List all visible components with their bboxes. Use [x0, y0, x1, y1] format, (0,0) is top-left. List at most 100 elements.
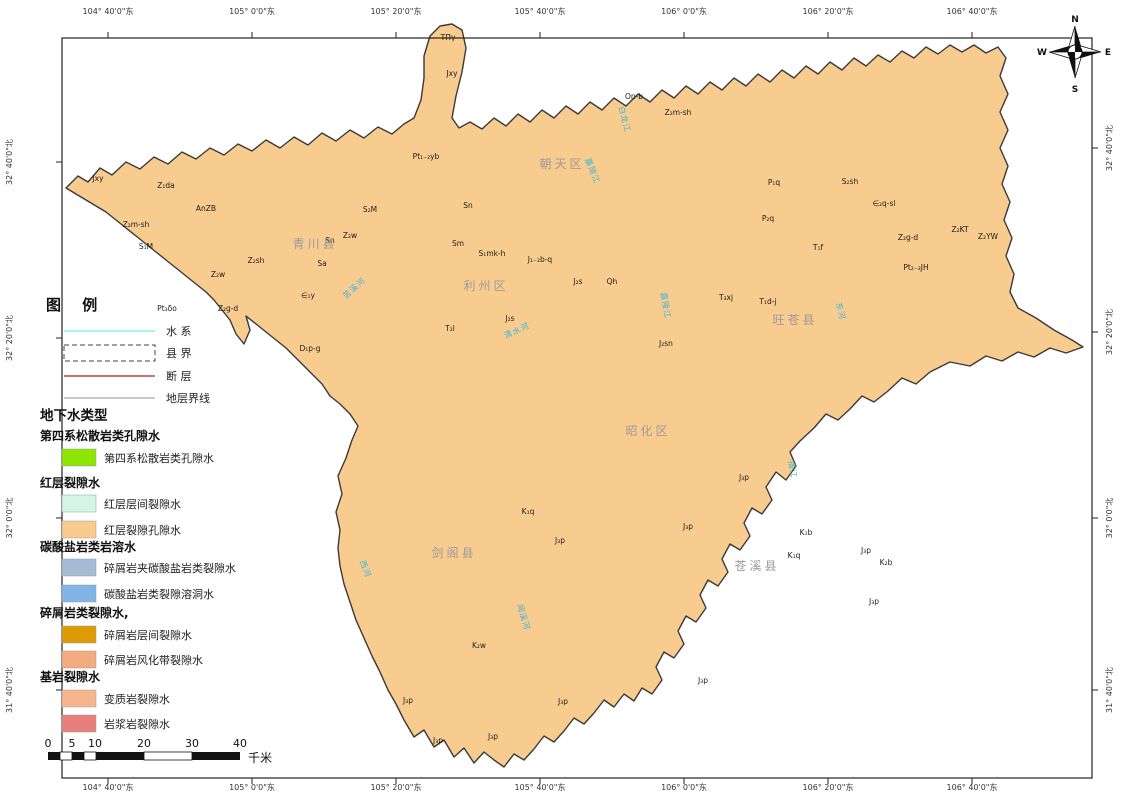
geo-unit-label: J₂s	[572, 277, 582, 286]
geo-unit-label: T₃xj	[718, 293, 733, 302]
group-header-clastic: 碎屑岩类裂隙水,	[40, 605, 129, 620]
item-redbed-pore: 红层裂隙孔隙水	[104, 523, 181, 537]
group-header-quaternary: 第四系松散岩类孔隙水	[40, 428, 161, 443]
geo-unit-label: S₁M	[139, 242, 153, 251]
county-name-label: 剑阁县	[431, 545, 476, 560]
axis-label-bottom: 105° 20'0"东	[371, 782, 422, 792]
scale-tick-label: 30	[185, 737, 199, 750]
item-clastic-interlayer: 碎屑岩层间裂隙水	[104, 628, 192, 642]
geo-unit-label: Sa	[317, 259, 326, 268]
geo-unit-label: J₁₋₂b-q	[527, 255, 553, 264]
geo-unit-label: ∈₂q-sl	[873, 199, 896, 208]
swatch-carbonate-cave	[61, 584, 97, 603]
swatch-magmatic	[61, 714, 97, 733]
axis-label-top: 105° 20'0"东	[371, 6, 422, 16]
county-name-label: 昭化区	[625, 424, 670, 438]
group-header-carbonate: 碳酸盐岩类岩溶水	[40, 539, 137, 554]
geo-unit-label: P₂q	[762, 214, 775, 223]
compass-n-label: N	[1071, 15, 1079, 25]
axis-label-right: 31° 40'0"北	[1105, 667, 1114, 713]
geo-unit-label: D₁p-g	[299, 344, 320, 353]
geo-unit-label: J₃p	[738, 473, 749, 482]
groundwater-types-title: 地下水类型	[40, 407, 108, 424]
compass-e-label: E	[1105, 48, 1111, 58]
axis-label-bottom: 106° 40'0"东	[947, 782, 998, 792]
geo-unit-label: Z₂YW	[978, 232, 999, 241]
swatch-clastic-interlayer	[61, 625, 97, 644]
geo-unit-label: J₂sn	[658, 339, 673, 348]
compass-s-label: S	[1072, 85, 1078, 95]
axis-label-left: 31° 40'0"北	[5, 667, 14, 713]
county-name-label: 苍溪县	[734, 559, 779, 573]
item-redbed-interlayer: 红层层间裂隙水	[104, 497, 181, 511]
geo-unit-label: S₂sh	[842, 177, 859, 186]
axis-label-right: 32° 0'0"北	[1105, 498, 1114, 539]
legend-county-label: 县 界	[166, 347, 192, 360]
geo-unit-label: Pt₃δo	[157, 304, 177, 313]
legend: 图 例 水 系 县 界 断 层 地层界线 地下水类型 第四系松散岩类孔隙水 第四…	[39, 296, 236, 733]
geo-unit-label: On-b	[625, 92, 643, 101]
geo-unit-label: J₃p	[697, 676, 708, 685]
geo-unit-label: Z₂m-sh	[665, 108, 692, 117]
axis-label-right: 32° 40'0"北	[1105, 125, 1114, 171]
axis-label-top: 105° 40'0"东	[515, 6, 566, 16]
axis-labels: 104° 40'0"东 105° 0'0"东 105° 20'0"东 105° 40'…	[5, 6, 1114, 792]
item-magmatic: 岩浆岩裂隙水	[104, 717, 170, 731]
geo-unit-label: J₃p	[487, 732, 498, 741]
scale-tick-label: 10	[88, 737, 102, 750]
item-carbonate-cave: 碳酸盐岩类裂隙溶洞水	[104, 587, 214, 601]
scale-bar: 0 5 10 20 30 40 千米	[45, 737, 273, 765]
item-clastic-carbonate: 碎屑岩夹碳酸盐岩类裂隙水	[104, 561, 236, 575]
compass-rose: N S W E	[1037, 15, 1111, 95]
geo-unit-label: Sm	[452, 239, 464, 248]
axis-label-left: 32° 0'0"北	[5, 498, 14, 539]
geo-unit-label: Z₂sh	[248, 256, 265, 265]
county-boundary-symbol	[63, 344, 156, 362]
geo-unit-label: Pt₁₋₂yb	[413, 152, 440, 161]
geo-unit-label: J₂s	[504, 314, 514, 323]
geo-unit-label: Jxy	[91, 174, 104, 183]
geo-unit-label: AnZB	[196, 204, 216, 213]
legend-water-label: 水 系	[166, 325, 192, 338]
legend-fault-label: 断 层	[166, 369, 192, 383]
geo-unit-label: Qh	[607, 277, 618, 286]
geo-unit-label: K₁q	[522, 507, 535, 516]
geo-unit-label: Sn	[463, 201, 473, 210]
geo-unit-label: S₂M	[363, 205, 377, 214]
axis-label-left: 32° 20'0"北	[5, 315, 14, 361]
geo-unit-label: Pt₂₋₃JH	[903, 263, 928, 272]
geo-unit-label: J₃p	[554, 536, 565, 545]
swatch-quaternary	[61, 448, 97, 467]
county-name-label: 旺苍县	[772, 313, 817, 327]
geo-unit-label: P₁q	[768, 178, 781, 187]
geo-unit-label: K₁b	[800, 528, 813, 537]
river-name-label: 插江	[786, 460, 799, 479]
item-metamorphic: 变质岩裂隙水	[104, 692, 170, 706]
axis-label-bottom: 106° 20'0"东	[803, 782, 854, 792]
legend-title: 图 例	[46, 296, 105, 314]
geo-unit-label: Z₂g-d	[218, 304, 239, 313]
map-frame	[61, 37, 1093, 779]
legend-stratum-label: 地层界线	[166, 391, 210, 405]
geo-unit-label: Sn	[325, 236, 335, 245]
geo-unit-label: Z₂w	[343, 231, 357, 240]
axis-label-bottom: 105° 40'0"东	[515, 782, 566, 792]
group-header-bedrock: 基岩裂隙水	[39, 669, 101, 684]
swatch-clastic-carbonate	[61, 558, 97, 577]
axis-label-bottom: 106° 0'0"东	[661, 782, 707, 792]
geo-unit-label: T₁f	[812, 243, 824, 252]
axis-label-top: 106° 0'0"东	[661, 6, 707, 16]
scale-tick-label: 5	[69, 737, 76, 750]
swatch-clastic-weathered	[61, 650, 97, 669]
compass-w-label: W	[1037, 48, 1047, 58]
river-name-label: 嘉陵江	[659, 291, 674, 319]
axis-label-top: 106° 40'0"东	[947, 6, 998, 16]
swatch-redbed-pore	[61, 520, 97, 539]
swatch-metamorphic	[61, 689, 97, 708]
geo-unit-label: Z₂m-sh	[123, 220, 150, 229]
swatch-redbed-interlayer	[61, 494, 97, 513]
axis-label-left: 32° 40'0"北	[5, 139, 14, 185]
